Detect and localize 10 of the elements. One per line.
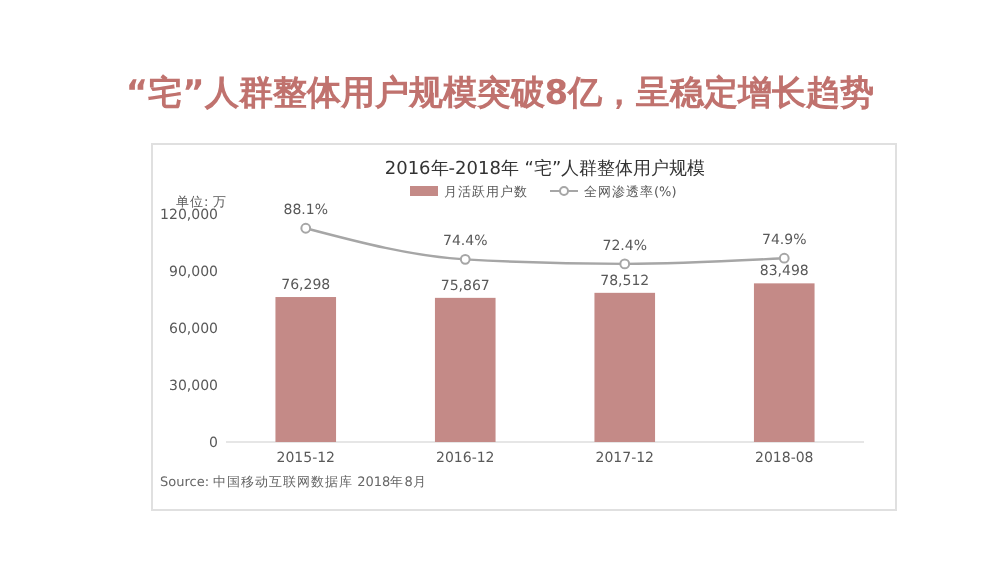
- point: [459, 253, 471, 265]
- chart-subtitle: 2016年-2018年 “宅”人群整体用户规模: [384, 158, 706, 180]
- bar: [275, 297, 337, 442]
- point: [619, 258, 631, 270]
- chart-title: “宅”人群整体用户规模突破8亿，呈稳定增长趋势: [125, 74, 875, 114]
- bar: [434, 297, 496, 442]
- bar: [594, 292, 656, 442]
- point: [300, 222, 312, 234]
- point: [778, 252, 790, 264]
- bar: [753, 283, 815, 442]
